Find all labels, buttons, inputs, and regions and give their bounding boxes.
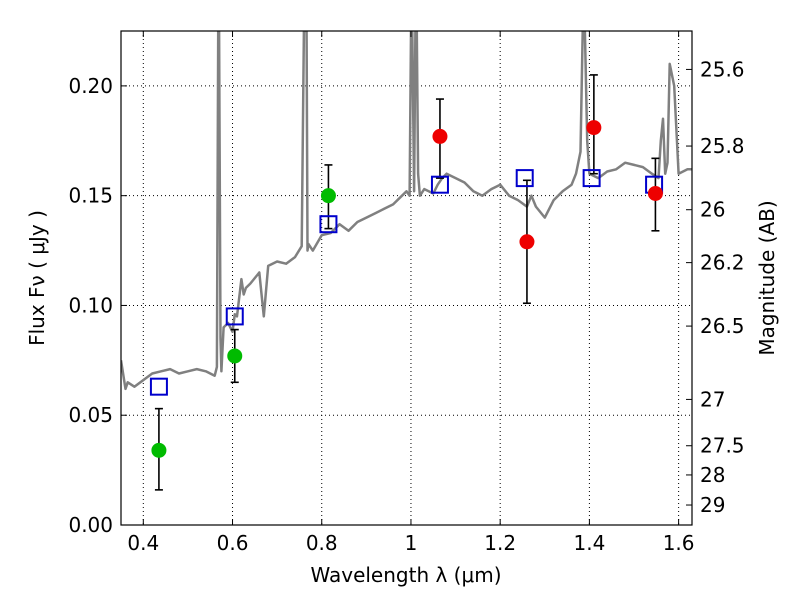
y2-axis-ticks: 25.6 25.8 26 26.2 26.5 27 27.5 28 29 bbox=[686, 57, 745, 517]
red-data-point bbox=[586, 120, 602, 136]
x-tick-label: 1.2 bbox=[484, 531, 516, 555]
y2-tick-label: 25.8 bbox=[700, 134, 745, 158]
model-square-point bbox=[582, 169, 601, 188]
red-data-point bbox=[432, 128, 448, 144]
plot-frame bbox=[120, 30, 693, 526]
y2-tick-label: 27 bbox=[700, 387, 725, 411]
x-axis-label: Wavelength λ (μm) bbox=[310, 563, 501, 587]
model-square-point bbox=[319, 215, 338, 234]
spectrum-line bbox=[121, 31, 692, 391]
y-tick-label: 0.05 bbox=[68, 403, 113, 427]
green-data-point bbox=[320, 188, 336, 204]
green-data-point bbox=[227, 348, 243, 364]
y2-tick-label: 28 bbox=[700, 463, 725, 487]
red-data-point bbox=[519, 234, 535, 250]
y2-tick-label: 26.5 bbox=[700, 314, 745, 338]
y-tick-label: 0.15 bbox=[68, 184, 113, 208]
y2-tick-label: 26.2 bbox=[700, 251, 745, 275]
y-tick-label: 0.10 bbox=[68, 293, 113, 317]
x-axis-ticks: 0.4 0.6 0.8 1 1.2 1.4 1.6 bbox=[127, 31, 695, 555]
y-axis-label: Flux Fν ( μJy ) bbox=[25, 210, 49, 346]
x-tick-label: 0.4 bbox=[127, 531, 159, 555]
model-square-point bbox=[515, 169, 534, 188]
y-tick-label: 0.00 bbox=[68, 513, 113, 537]
observed-points bbox=[151, 120, 663, 458]
model-square-point bbox=[430, 175, 449, 194]
y2-tick-label: 25.6 bbox=[700, 57, 745, 81]
y2-tick-label: 27.5 bbox=[700, 434, 745, 458]
grid-lines bbox=[121, 31, 692, 526]
y-axis-ticks: 0.00 0.05 0.10 0.15 0.20 bbox=[68, 74, 127, 537]
x-tick-label: 1.4 bbox=[573, 531, 605, 555]
red-data-point bbox=[647, 185, 663, 201]
y2-axis-label: Magnitude (AB) bbox=[755, 200, 779, 355]
error-bars bbox=[154, 74, 660, 491]
y2-tick-label: 26 bbox=[700, 198, 725, 222]
spectrum-line-group bbox=[121, 31, 692, 391]
model-squares bbox=[149, 169, 664, 396]
model-square-point bbox=[149, 377, 168, 396]
x-tick-label: 0.6 bbox=[217, 531, 249, 555]
y-tick-label: 0.20 bbox=[68, 74, 113, 98]
model-square-point bbox=[225, 307, 244, 326]
y2-tick-label: 29 bbox=[700, 493, 725, 517]
x-tick-label: 1 bbox=[405, 531, 418, 555]
x-tick-label: 0.8 bbox=[306, 531, 338, 555]
x-tick-label: 1.6 bbox=[663, 531, 695, 555]
green-data-point bbox=[151, 442, 167, 458]
